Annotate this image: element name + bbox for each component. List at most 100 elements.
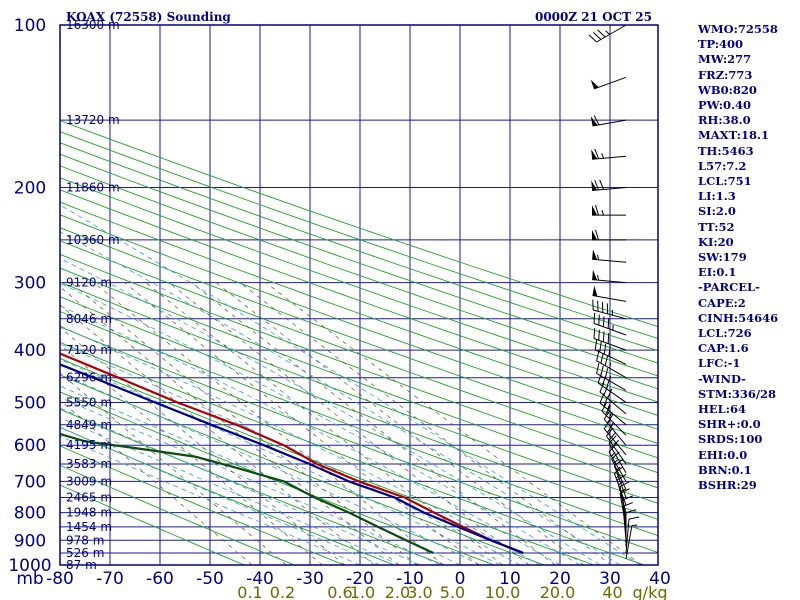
barb-full [599,179,605,190]
barb-half [605,30,610,35]
wind-barb [592,229,626,241]
barb-half [615,474,621,479]
barb-full [599,341,602,353]
barb-full [605,405,611,415]
mixing-ratio-line [145,282,503,565]
mixing-ratio-line [168,282,530,565]
mixing-ratio-label: 20.0 [540,583,576,600]
barb-half [613,459,618,464]
dry-adiabat [60,464,295,565]
barb-staff [594,349,627,365]
barb-full [595,229,599,241]
barb-half [609,363,612,369]
barb-full [625,509,637,514]
dry-adiabat [60,426,395,565]
index-item: LCL:751 [698,174,752,189]
height-label: 10360 m [66,233,120,247]
index-list: WMO:72558 TP:400 MW:277 FRZ:773 WB0:820 PW:0.… [698,22,798,493]
index-item: HEL:64 [698,402,746,417]
barb-staff [592,258,627,263]
barb-full [597,29,606,38]
wind-barb [592,285,627,302]
moist-adiabat [60,257,601,565]
wind-barb [593,328,627,351]
wind-barb [592,205,626,216]
dry-adiabat [60,227,658,444]
barb-full [603,343,607,355]
barb-staff [599,391,627,415]
mixing-ratio-label: 5.0 [440,583,465,600]
barb-full [602,316,605,327]
barb-full [607,333,610,344]
pressure-unit: mb [16,569,43,589]
index-item: L57:7.2 [698,158,747,173]
barb-full [599,393,605,404]
mixing-ratio-label: 1.0 [350,583,375,600]
barb-full [614,466,624,474]
height-label: 1454 m [66,520,112,534]
dry-adiabat [60,189,658,403]
barb-full [619,481,630,487]
barb-full [596,350,600,361]
barb-staff [593,309,627,320]
index-item: TH:5463 [698,143,754,158]
temp-label: -80 [46,569,74,589]
wind-barb [592,249,627,263]
mixing-ratio-label: 0.1 [237,583,262,600]
dry-adiabat [60,142,658,352]
dry-adiabat [60,120,658,328]
temp-label: -10 [396,569,424,589]
mixing-ratio-label: 40 [602,583,622,600]
height-label: 87 m [66,558,97,572]
barb-flag [590,116,598,126]
mixing-ratio-line [60,304,375,565]
index-item: LFC:-1 [698,356,741,371]
index-item: LI:1.3 [698,189,736,204]
temp-label: -50 [196,569,224,589]
mixing-ratio-line [60,286,400,565]
dry-adiabat [60,281,658,504]
temp-label: -40 [246,569,274,589]
pressure-label-200: 200 [14,179,46,199]
pressure-label-800: 800 [14,504,46,524]
barb-full [595,205,599,216]
dry-adiabat [60,165,658,377]
mixing-ratio-line [191,282,556,565]
barb-full [616,473,627,481]
barb-full [611,439,620,449]
barb-staff [613,465,627,498]
index-item: EHI:0.0 [698,447,748,462]
parcel-line [60,363,524,555]
index-item: MW:277 [698,52,752,67]
index-item: SRDS:100 [698,432,763,447]
moist-adiabat [60,426,381,565]
index-item: SI:2.0 [698,204,736,219]
moist-adiabat [60,373,481,565]
barb-full [596,363,600,374]
temp-label: 40 [649,569,671,589]
moist-adiabat [60,417,401,565]
barb-half [597,254,600,260]
barb-half [607,404,611,410]
moist-adiabat [60,282,581,565]
barb-full [608,431,617,441]
index-item: FRZ:773 [698,67,753,82]
dry-adiabat [60,408,445,565]
index-item: CINH:54646 [698,310,779,325]
barb-half [601,210,604,216]
barb-staff [596,372,627,391]
barb-full [601,375,606,386]
wind-barb [590,115,627,127]
mixing-ratio-line [124,282,479,565]
index-item: WB0:820 [698,82,757,97]
wind-barb [588,24,627,43]
temp-label: -70 [96,569,124,589]
mixing-ratio-line [93,282,444,565]
height-label: 5550 m [66,395,112,409]
barb-full [611,451,620,460]
index-item: RH:38.0 [698,113,751,128]
index-item: WMO:72558 [698,22,778,36]
height-label: 1948 m [66,506,112,520]
wind-barb [606,427,627,465]
